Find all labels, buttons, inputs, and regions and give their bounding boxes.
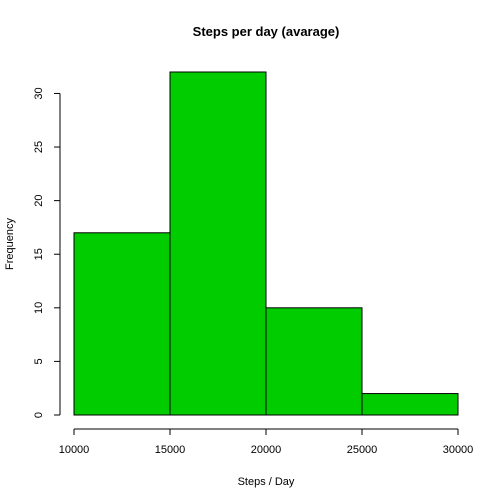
x-tick-label: 15000 [155,444,186,456]
histogram-bar-1 [73,232,171,416]
y-tick-label: 5 [33,358,45,364]
y-tick-label: 25 [33,141,45,153]
x-axis: 10000 15000 20000 25000 30000 [59,428,474,456]
histogram-bar-3 [265,307,363,416]
x-tick-label: 20000 [251,444,282,456]
bars-group [73,71,459,416]
x-tick-label: 10000 [59,444,90,456]
histogram-bar-2 [169,71,267,416]
y-tick-label: 20 [33,195,45,207]
x-tick-label: 30000 [443,444,474,456]
histogram-bar-4 [361,393,459,416]
x-tick-label: 25000 [347,444,378,456]
y-tick-label: 15 [33,248,45,260]
chart-title: Steps per day (avarage) [193,24,340,39]
y-tick-label: 0 [33,412,45,418]
y-tick-label: 30 [33,87,45,99]
y-axis: 0 5 10 15 20 25 30 [33,87,61,418]
x-axis-title: Steps / Day [238,476,295,488]
y-tick-label: 10 [33,302,45,314]
y-axis-title: Frequency [4,218,16,270]
